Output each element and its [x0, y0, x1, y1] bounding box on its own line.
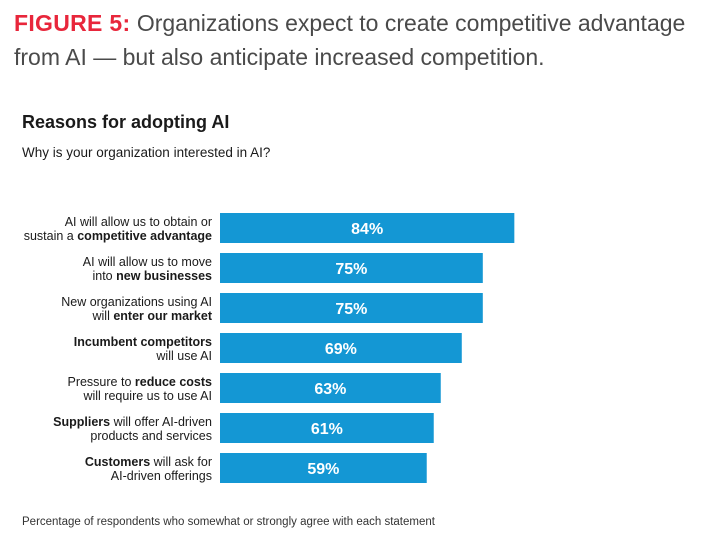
- data-label-7: 59%: [307, 461, 339, 478]
- category-label-1-line-1: AI will allow us to obtain or: [65, 215, 212, 229]
- bar-1: [220, 213, 515, 243]
- bar-6: [220, 413, 434, 443]
- data-label-3: 75%: [335, 301, 367, 318]
- category-label-2-line-1: AI will allow us to move: [83, 255, 212, 269]
- category-label-2-line-2: into new businesses: [92, 269, 212, 283]
- figure-label: FIGURE 5:: [14, 10, 131, 36]
- category-label-3-line-2: will enter our market: [92, 309, 213, 323]
- bar-4: [220, 333, 462, 363]
- category-label-6-line-1: Suppliers will offer AI-driven: [53, 415, 212, 429]
- category-label-7-line-1: Customers will ask for: [85, 455, 212, 469]
- category-label-6-line-2: products and services: [90, 429, 212, 443]
- data-label-5: 63%: [314, 381, 346, 398]
- bar-5: [220, 373, 441, 403]
- category-label-3-line-1: New organizations using AI: [61, 295, 212, 309]
- chart-subtitle: Why is your organization interested in A…: [22, 145, 271, 160]
- category-label-5-line-2: will require us to use AI: [82, 389, 212, 403]
- figure-title: FIGURE 5: Organizations expect to create…: [14, 6, 704, 74]
- bar-2: [220, 253, 483, 283]
- data-label-6: 61%: [311, 421, 343, 438]
- data-label-1: 84%: [351, 221, 383, 238]
- footnote: Percentage of respondents who somewhat o…: [22, 516, 435, 528]
- category-label-7-line-2: AI-driven offerings: [111, 469, 212, 483]
- category-label-1-line-2: sustain a competitive advantage: [24, 229, 212, 243]
- category-label-4-line-1: Incumbent competitors: [74, 335, 212, 349]
- category-label-4-line-2: will use AI: [155, 349, 212, 363]
- chart-title: Reasons for adopting AI: [22, 112, 230, 132]
- bar-7: [220, 453, 427, 483]
- figure-caption: Organizations expect to create competiti…: [14, 10, 686, 70]
- bar-3: [220, 293, 483, 323]
- category-label-5-line-1: Pressure to reduce costs: [67, 375, 212, 389]
- data-label-4: 69%: [325, 341, 357, 358]
- data-label-2: 75%: [335, 261, 367, 278]
